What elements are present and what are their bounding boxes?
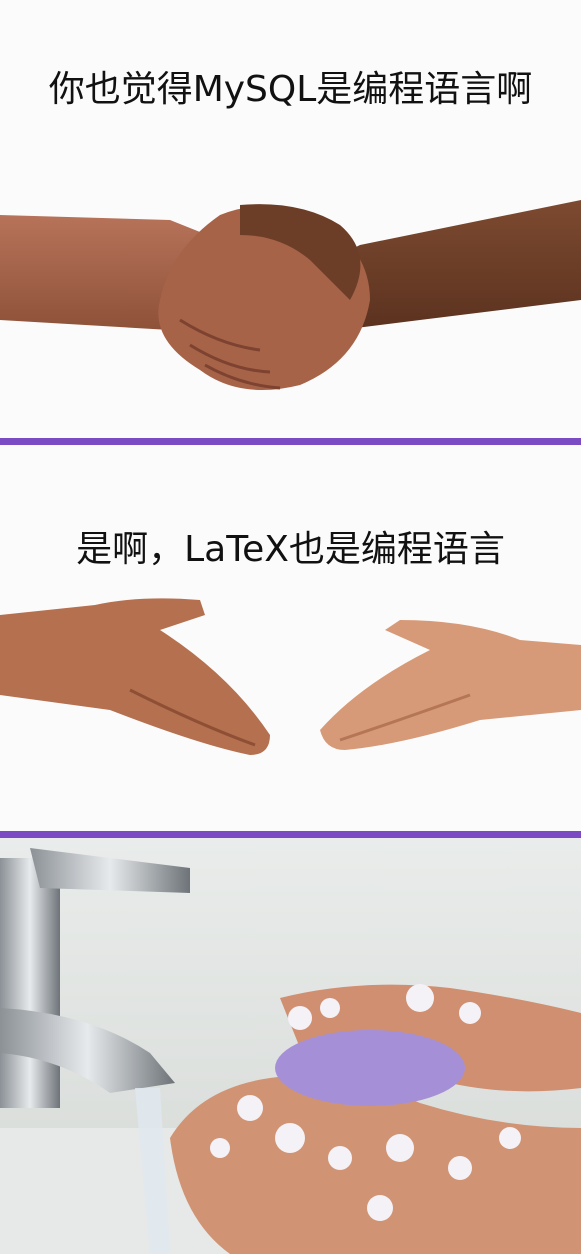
caption-top: 你也觉得MySQL是编程语言啊 bbox=[48, 69, 533, 110]
panel-divider bbox=[0, 438, 581, 445]
handshake-image bbox=[0, 0, 581, 438]
panel-hand-washing bbox=[0, 838, 581, 1254]
panel-divider bbox=[0, 831, 581, 838]
panel-reaching-hands: 是啊，LaTeX也是编程语言 bbox=[0, 445, 581, 831]
caption-middle: 是啊，LaTeX也是编程语言 bbox=[76, 529, 505, 570]
reaching-hands-image bbox=[0, 445, 581, 831]
panel-handshake: 你也觉得MySQL是编程语言啊 bbox=[0, 0, 581, 438]
hand-washing-image bbox=[0, 838, 581, 1254]
